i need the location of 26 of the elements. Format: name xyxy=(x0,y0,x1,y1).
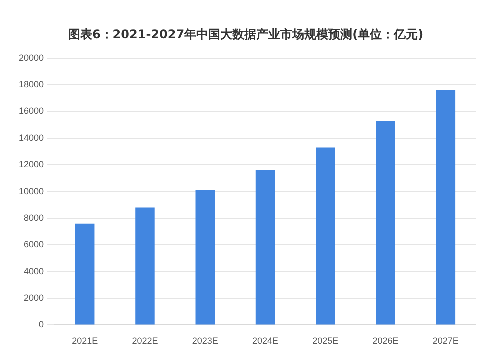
x-tick-label: 2022E xyxy=(132,336,158,346)
y-tick-label: 14000 xyxy=(18,132,44,143)
y-tick-label: 2000 xyxy=(24,293,44,304)
y-tick-label: 10000 xyxy=(18,186,44,196)
y-tick-label: 12000 xyxy=(18,160,44,170)
bar xyxy=(196,190,215,325)
x-tick-label: 2025E xyxy=(312,336,339,346)
bar xyxy=(316,148,336,325)
y-tick-label: 8000 xyxy=(24,212,44,223)
bar xyxy=(75,224,95,325)
bar xyxy=(436,90,456,325)
y-tick-label: 18000 xyxy=(18,80,44,90)
y-tick-label: 6000 xyxy=(24,240,44,250)
bar xyxy=(256,170,276,325)
bar xyxy=(136,208,155,325)
y-tick-label: 0 xyxy=(39,320,44,330)
x-tick-label: 2024E xyxy=(252,336,279,346)
bar xyxy=(376,121,396,325)
y-tick-label: 16000 xyxy=(18,106,44,116)
chart-title: 图表6：2021-2027年中国大数据产业市场规模预测(单位：亿元) xyxy=(68,27,424,42)
y-tick-label: 20000 xyxy=(18,52,44,63)
x-tick-label: 2026E xyxy=(372,336,399,346)
y-tick-label: 4000 xyxy=(24,266,44,276)
x-tick-label: 2021E xyxy=(72,336,98,346)
x-tick-label: 2023E xyxy=(192,336,218,346)
x-tick-label: 2027E xyxy=(432,336,459,346)
